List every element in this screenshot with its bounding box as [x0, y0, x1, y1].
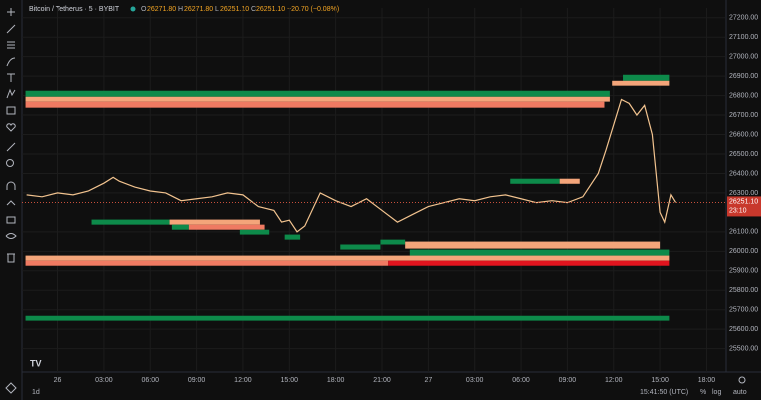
zone	[171, 224, 189, 230]
ruler-tool[interactable]	[6, 142, 16, 152]
zone	[405, 241, 661, 249]
price-line	[26, 98, 677, 233]
last-price-box	[727, 196, 761, 217]
zone	[91, 219, 170, 225]
status-dot	[130, 6, 136, 12]
y-tick-label: 25800.00	[729, 287, 758, 294]
x-tick-label: 26	[54, 377, 62, 384]
y-tick-label: 26800.00	[729, 92, 758, 99]
hide-tool[interactable]	[5, 233, 17, 239]
x-tick-label: 27	[424, 377, 432, 384]
fib-tool[interactable]	[7, 41, 15, 49]
trash-tool[interactable]	[7, 253, 15, 263]
change: −20.70 (−0.08%)	[287, 6, 339, 13]
object-tree[interactable]	[5, 382, 17, 394]
zone	[169, 219, 260, 225]
magnet-tool[interactable]	[6, 181, 16, 190]
countdown: 23:10	[729, 207, 747, 214]
o-label: O	[141, 6, 147, 13]
log-toggle[interactable]: log	[712, 389, 721, 396]
x-tick-label: 12:00	[605, 377, 623, 384]
auto-toggle[interactable]: auto	[733, 389, 747, 396]
l-value: 26251.10	[220, 6, 249, 13]
zoom-tool[interactable]	[6, 159, 14, 167]
y-tick-label: 26700.00	[729, 112, 758, 119]
zone	[340, 244, 381, 250]
c-label: C	[251, 6, 256, 13]
y-tick-label: 26000.00	[729, 248, 758, 255]
l-label: L	[215, 6, 219, 13]
trendline-tool[interactable]	[6, 24, 16, 34]
x-tick-label: 18:00	[327, 377, 345, 384]
zone	[25, 90, 610, 97]
y-tick-label: 25700.00	[729, 307, 758, 314]
logo: TV	[30, 358, 42, 368]
x-tick-label: 09:00	[559, 377, 577, 384]
favorites-tool[interactable]	[6, 123, 16, 132]
zone	[409, 249, 670, 256]
h-label: H	[178, 6, 183, 13]
y-tick-label: 25500.00	[729, 345, 758, 352]
y-tick-label: 26100.00	[729, 229, 758, 236]
clock: 15:41:50 (UTC)	[640, 389, 688, 396]
y-tick-label: 27000.00	[729, 54, 758, 61]
y-tick-label: 25900.00	[729, 268, 758, 275]
zone	[188, 224, 265, 230]
symbol: Bitcoin / Tetherus · 5 · BYBIT	[29, 6, 120, 13]
h-value: 26271.80	[184, 6, 213, 13]
x-tick-label: 09:00	[188, 377, 206, 384]
zone	[380, 239, 406, 245]
o-value: 26271.80	[147, 6, 176, 13]
x-tick-label: 15:00	[651, 377, 669, 384]
brush-tool[interactable]	[6, 57, 16, 67]
x-tick-label: 06:00	[141, 377, 159, 384]
percent-toggle[interactable]: %	[700, 389, 706, 396]
y-tick-label: 27100.00	[729, 34, 758, 41]
y-tick-label: 26400.00	[729, 170, 758, 177]
zone	[612, 80, 670, 86]
x-tick-label: 06:00	[512, 377, 530, 384]
text-tool[interactable]	[7, 73, 15, 82]
zone	[559, 178, 580, 184]
x-tick-label: 12:00	[234, 377, 252, 384]
y-tick-label: 26600.00	[729, 131, 758, 138]
zone	[388, 260, 670, 266]
lock-tool[interactable]	[6, 216, 16, 224]
crosshair-tool[interactable]	[7, 8, 15, 16]
zone	[239, 229, 270, 235]
zone	[25, 255, 670, 261]
x-tick-label: 18:00	[698, 377, 716, 384]
settings-button[interactable]	[738, 376, 746, 384]
x-tick-label: 03:00	[466, 377, 484, 384]
zone	[25, 101, 605, 108]
zone	[510, 178, 560, 184]
y-tick-label: 25600.00	[729, 326, 758, 333]
measure-tool[interactable]	[6, 106, 16, 115]
zone	[623, 74, 670, 81]
toolbar	[5, 8, 17, 394]
pattern-tool[interactable]	[6, 88, 16, 99]
y-tick-label: 26500.00	[729, 151, 758, 158]
x-tick-label: 15:00	[281, 377, 299, 384]
range-button[interactable]: 1d	[32, 389, 40, 396]
y-tick-label: 26900.00	[729, 73, 758, 80]
lock-draw-tool[interactable]	[6, 200, 16, 206]
y-tick-label: 27200.00	[729, 15, 758, 22]
zone	[25, 260, 389, 266]
last-price-label: 26251.10	[729, 198, 758, 205]
c-value: 26251.10	[256, 6, 285, 13]
x-tick-label: 03:00	[95, 377, 113, 384]
y-tick-label: 26300.00	[729, 190, 758, 197]
zone	[25, 315, 670, 321]
x-tick-label: 21:00	[373, 377, 391, 384]
zone	[284, 234, 301, 240]
zone	[25, 96, 610, 102]
